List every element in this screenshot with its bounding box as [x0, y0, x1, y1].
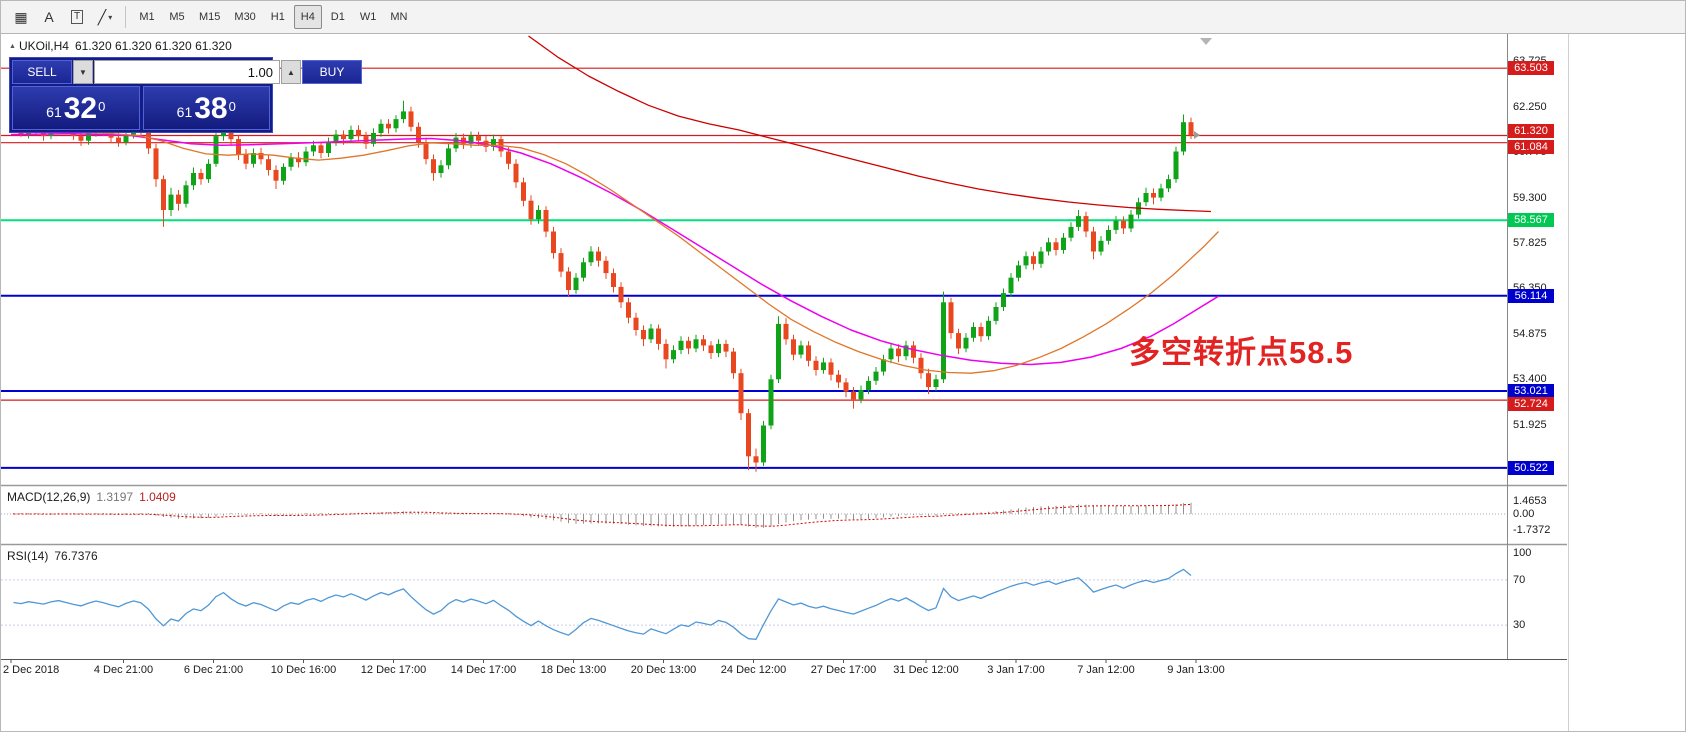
buy-price-sup: 0: [228, 99, 236, 114]
macd-scale-label: 1.4653: [1513, 494, 1547, 507]
timeframe-m5[interactable]: M5: [169, 11, 185, 23]
symbol-arrow-icon: ▲: [9, 43, 16, 50]
rsi-line: [13, 568, 1192, 640]
sell-price-sup: 0: [98, 99, 106, 114]
sell-button[interactable]: SELL: [12, 60, 72, 84]
time-axis-label: 7 Jan 12:00: [1077, 664, 1135, 676]
symbol-period-label: UKOil,H4: [18, 39, 69, 53]
sell-price-small: 61: [46, 104, 62, 120]
time-axis-label: 14 Dec 17:00: [450, 664, 517, 676]
time-axis-label: 3 Jan 17:00: [987, 664, 1045, 676]
ohlc-values: 61.320 61.320 61.320 61.320: [74, 39, 232, 53]
sell-price-button[interactable]: 61 32 0: [12, 86, 140, 130]
macd-histogram: [13, 502, 1192, 528]
candles-group: [11, 100, 1194, 472]
timeframe-m30[interactable]: M30: [234, 11, 256, 23]
timeframe-w1[interactable]: W1: [359, 11, 377, 23]
time-axis-label: 20 Dec 13:00: [630, 664, 697, 676]
timeframe-h1[interactable]: H1: [270, 11, 285, 23]
time-axis-label: 24 Dec 12:00: [720, 664, 787, 676]
buy-price-button[interactable]: 61 38 0: [142, 86, 270, 130]
price-tick-label: 54.875: [1513, 327, 1547, 340]
time-axis-label: 9 Jan 13:00: [1167, 664, 1225, 676]
price-badge-50.522: 50.522: [1508, 460, 1554, 475]
grid-icon[interactable]: ▦: [14, 8, 28, 25]
mid-ma-magenta: [10, 132, 1219, 366]
rsi-value: 76.7376: [54, 549, 98, 563]
sell-price-big: 32: [63, 92, 98, 125]
volume-input[interactable]: [94, 60, 280, 84]
fast-ma-orange: [10, 129, 1219, 374]
price-tick-label: 51.925: [1513, 418, 1547, 431]
time-axis-label: 6 Dec 21:00: [183, 664, 244, 676]
time-axis-label: 4 Dec 21:00: [93, 664, 154, 676]
volume-increase-button[interactable]: ▲: [281, 60, 301, 84]
text-tool-icon[interactable]: T: [64, 5, 90, 29]
macd-signal-value: 1.0409: [139, 490, 176, 504]
rsi-label: RSI(14): [7, 549, 49, 563]
rsi-scale-label: 100: [1513, 547, 1532, 559]
time-axis-label: 18 Dec 13:00: [540, 664, 607, 676]
time-axis-label: 27 Dec 17:00: [810, 664, 877, 676]
macd-header: MACD(12,26,9) 1.3197 1.0409: [7, 490, 176, 504]
time-axis-label: 12 Dec 17:00: [360, 664, 427, 676]
price-tick-label: 59.300: [1513, 191, 1547, 204]
timeframe-m15[interactable]: M15: [199, 11, 221, 23]
timeframe-m1[interactable]: M1: [139, 11, 155, 23]
price-tick-label: 57.825: [1513, 237, 1547, 250]
timeframe-group: M1 M5 M15 M30 H1 H4 D1 W1 MN: [132, 5, 414, 29]
price-badge-56.114: 56.114: [1508, 288, 1554, 303]
line-tool-icon[interactable]: ╱ ▾: [97, 8, 113, 25]
label-tool-icon[interactable]: A: [44, 9, 54, 25]
price-badge-61.320: 61.320: [1508, 124, 1554, 139]
macd-main-value: 1.3197: [96, 490, 134, 504]
volume-decrease-button[interactable]: ▼: [73, 60, 93, 84]
price-axis[interactable]: 63.72562.25060.77559.30057.82556.35054.8…: [1508, 34, 1568, 659]
time-axis-label: 2 Dec 2018: [3, 664, 60, 676]
timeframe-d1[interactable]: D1: [330, 11, 345, 23]
chart-annotation-text: 多空转折点58.5: [1129, 335, 1354, 370]
time-axis-label: 31 Dec 12:00: [893, 664, 959, 676]
macd-label: MACD(12,26,9): [7, 490, 91, 504]
macd-scale-label: 0.00: [1513, 508, 1535, 520]
price-badge-58.567: 58.567: [1508, 213, 1554, 228]
price-badge-63.503: 63.503: [1508, 61, 1554, 76]
price-badge-61.084: 61.084: [1508, 139, 1554, 154]
toolbar-separator: [125, 6, 126, 28]
chart-toolbar: ▦ A T ╱ ▾ M1 M5 M15 M30 H1 H4 D1 W1 MN: [1, 1, 1685, 34]
time-axis-label: 10 Dec 16:00: [270, 664, 337, 676]
buy-button[interactable]: BUY: [302, 60, 362, 84]
price-badge-53.021: 53.021: [1508, 383, 1554, 398]
price-tick-label: 53.400: [1513, 373, 1547, 386]
timeframe-mn[interactable]: MN: [390, 11, 408, 23]
current-bar-marker: [1194, 131, 1200, 139]
rsi-header: RSI(14) 76.7376: [7, 549, 98, 563]
macd-signal-line: [13, 503, 1192, 527]
buy-price-small: 61: [176, 104, 193, 120]
drawing-tools-group: ▦ A T ╱ ▾: [7, 5, 119, 29]
price-tick-label: 62.250: [1513, 100, 1547, 113]
rsi-scale-label: 70: [1513, 573, 1526, 586]
macd-scale-label: -1.7372: [1513, 523, 1551, 536]
slow-ma-red: [528, 35, 1212, 213]
rsi-scale-label: 30: [1513, 619, 1526, 632]
chart-title: ▲ UKOil,H4 61.320 61.320 61.320 61.320: [9, 39, 232, 53]
timeframe-h4[interactable]: H4: [293, 5, 322, 29]
chart-shift-marker: [1200, 38, 1212, 45]
buy-price-big: 38: [194, 92, 228, 125]
price-badge-52.724: 52.724: [1508, 397, 1554, 412]
